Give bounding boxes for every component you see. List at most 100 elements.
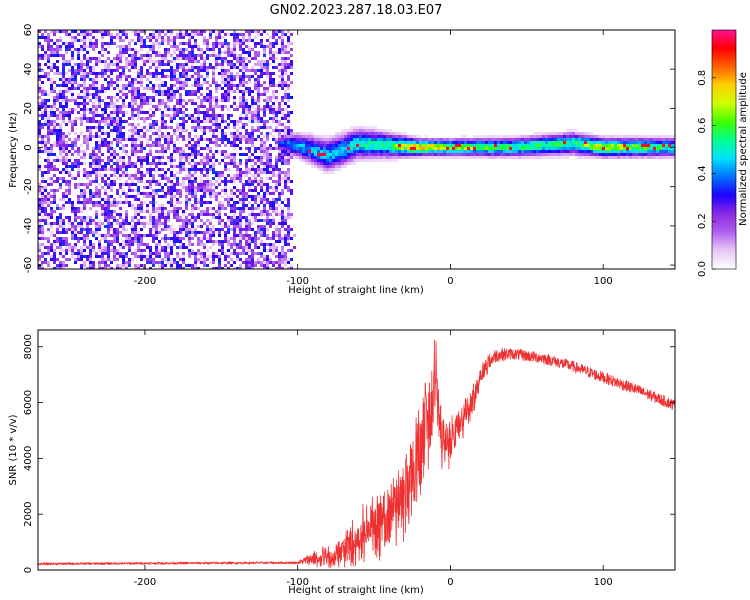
spectrogram-cell [128,162,131,165]
spectrogram-cell [188,243,191,246]
spectrogram-cell [158,63,161,66]
spectrogram-cell [206,69,209,72]
spectrogram-cell [455,153,458,156]
spectrogram-cell [185,30,188,33]
spectrogram-cell [221,42,224,45]
spectrogram-cell [197,201,200,204]
spectrogram-cell [464,153,467,156]
spectrogram-cell [98,183,101,186]
spectrogram-cell [242,204,245,207]
spectrogram-cell [272,96,275,99]
spectrogram-cell [44,195,47,198]
spectrogram-cell [62,159,65,162]
spectrogram-cell [101,177,104,180]
spectrogram-cell [200,69,203,72]
spectrogram-cell [107,132,110,135]
spectrogram-cell [92,120,95,123]
spectrogram-cell [149,57,152,60]
spectrogram-cell [98,225,101,228]
spectrogram-cell [446,156,449,159]
spectrogram-cell [152,33,155,36]
spectrogram-cell [218,255,221,258]
spectrogram-cell [80,156,83,159]
spectrogram-cell [122,168,125,171]
spectrogram-cell [89,42,92,45]
spectrogram-cell [206,231,209,234]
spectrogram-cell [224,165,227,168]
spectrogram-cell [290,42,293,45]
spectrogram-cell [47,204,50,207]
spectrogram-cell [188,75,191,78]
spectrogram-cell [206,228,209,231]
spectrogram-cell [89,135,92,138]
spectrogram-cell [311,135,314,138]
spectrogram-cell [200,255,203,258]
spectrogram-cell [47,252,50,255]
spectrogram-cell [209,36,212,39]
spectrogram-cell [119,135,122,138]
spectrogram-cell [434,144,437,147]
spectrogram-cell [518,153,521,156]
spectrogram-cell [179,72,182,75]
spectrogram-cell [488,138,491,141]
spectrogram-cell [248,189,251,192]
spectrogram-cell [287,114,290,117]
spectrogram-cell [233,108,236,111]
spectrogram-cell [203,222,206,225]
spectrogram-cell [263,120,266,123]
spectrogram-cell [101,255,104,258]
spectrogram-cell [272,174,275,177]
spectrogram-cell [41,36,44,39]
spectrogram-cell [257,135,260,138]
spectrogram-cell [431,141,434,144]
spectrogram-cell [59,144,62,147]
spectrogram-cell [281,171,284,174]
spectrogram-cell [209,105,212,108]
spectrogram-cell [167,141,170,144]
spectrogram-cell [257,156,260,159]
spectrogram-cell [278,255,281,258]
spectrogram-cell [125,36,128,39]
spectrogram-cell [272,78,275,81]
spectrogram-cell [65,237,68,240]
spectrogram-cell [254,180,257,183]
spectrogram-cell [161,264,164,267]
spectrogram-cell [62,93,65,96]
spectrogram-cell [152,234,155,237]
spectrogram-cell [62,231,65,234]
spectrogram-cell [449,156,452,159]
spectrogram-cell [254,243,257,246]
spectrogram-cell [215,81,218,84]
spectrogram-cell [65,114,68,117]
spectrogram-cell [248,195,251,198]
spectrogram-cell [182,129,185,132]
spectrogram-cell [110,183,113,186]
spectrogram-cell [314,135,317,138]
spectrogram-cell [194,219,197,222]
spectrogram-cell [185,48,188,51]
spectrogram-cell [248,141,251,144]
spectrogram-cell [215,186,218,189]
spectrogram-cell [311,165,314,168]
spectrogram-cell [278,69,281,72]
spectrogram-cell [107,159,110,162]
spectrogram-cell [203,183,206,186]
spectrogram-cell [152,87,155,90]
spectrogram-cell [245,141,248,144]
spectrogram-cell [203,138,206,141]
spectrogram-cell [281,117,284,120]
spectrogram-cell [74,99,77,102]
spectrogram-cell [296,138,299,141]
spectrogram-cell [104,264,107,267]
spectrogram-cell [233,180,236,183]
spectrogram-cell [239,252,242,255]
spectrogram-cell [278,75,281,78]
spectrogram-cell [53,114,56,117]
spectrogram-cell [158,135,161,138]
spectrogram-cell [236,252,239,255]
spectrogram-cell [173,186,176,189]
spectrogram-cell [116,168,119,171]
spectrogram-cell [173,261,176,264]
spectrogram-cell [524,135,527,138]
spectrogram-cell [239,267,242,269]
